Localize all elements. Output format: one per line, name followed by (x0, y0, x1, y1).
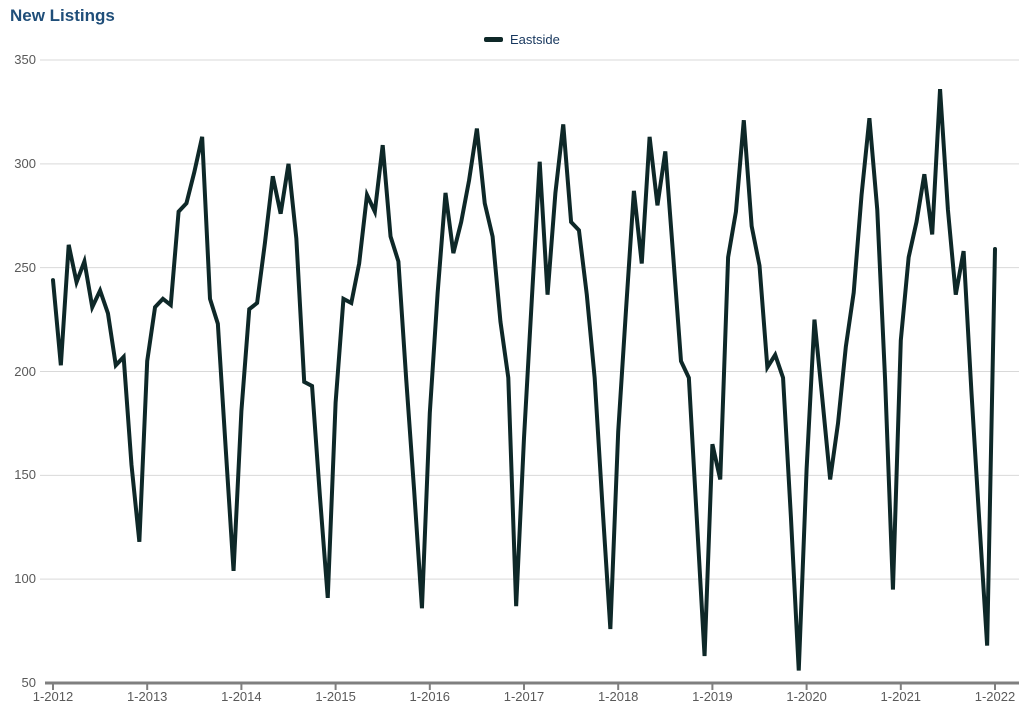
legend: Eastside (484, 32, 560, 47)
y-axis-label: 100 (14, 571, 36, 587)
x-axis-label: 1-2022 (974, 689, 1016, 704)
page-title: New Listings (10, 6, 115, 25)
y-axis-label: 250 (14, 259, 36, 275)
legend-label: Eastside (510, 32, 560, 47)
y-axis-label: 150 (14, 467, 36, 483)
x-axis-label: 1-2012 (32, 689, 74, 704)
y-axis-label: 300 (14, 155, 36, 171)
legend-line-swatch-icon (484, 37, 503, 42)
y-axis-label: 200 (14, 363, 36, 379)
x-axis-label: 1-2015 (315, 689, 356, 704)
y-axis-label: 350 (14, 52, 36, 67)
x-axis-label: 1-2019 (692, 689, 733, 704)
x-axis-label: 1-2020 (786, 689, 827, 704)
x-axis-label: 1-2017 (503, 689, 545, 704)
eastside-series-line (51, 88, 997, 671)
x-axis-label: 1-2014 (221, 689, 262, 704)
x-axis-label: 1-2016 (409, 689, 451, 704)
x-axis-label: 1-2013 (126, 689, 168, 704)
x-axis-label: 1-2018 (597, 689, 639, 704)
x-axis-label: 1-2021 (880, 689, 922, 704)
y-axis-label: 50 (21, 675, 36, 690)
